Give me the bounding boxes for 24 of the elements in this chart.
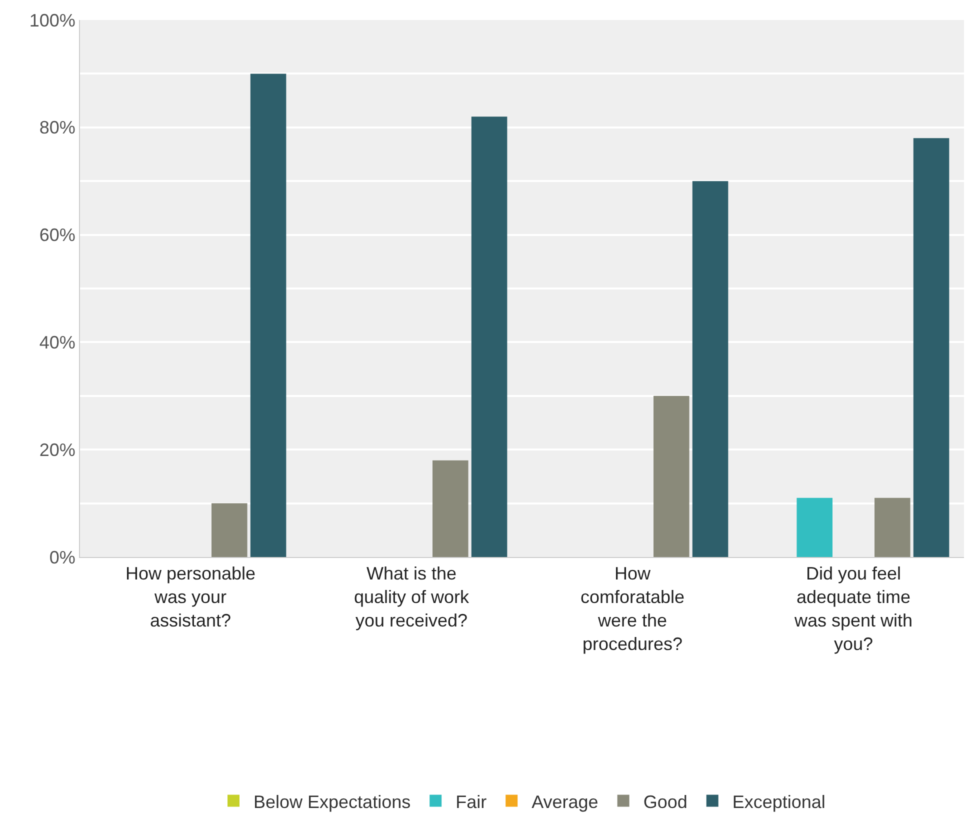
bar — [212, 503, 248, 557]
bar — [913, 138, 950, 557]
y-tick-label: 80% — [39, 118, 76, 138]
bar — [471, 116, 508, 557]
y-tick-label: 100% — [29, 10, 76, 30]
x-tick-label: Did you feel adequate time was spent with you? — [793, 564, 913, 654]
y-tick-label: 40% — [39, 332, 76, 352]
y-tick-label: 60% — [39, 225, 76, 246]
bar — [432, 460, 468, 557]
x-tick-label: What is the quality of work you received? — [354, 564, 470, 630]
legend-label: Average — [532, 792, 598, 812]
bar — [692, 181, 728, 557]
y-tick-label: 20% — [39, 440, 76, 460]
bar — [250, 74, 286, 557]
bar — [874, 498, 910, 557]
bar — [796, 498, 832, 557]
bar — [654, 396, 690, 557]
legend-label: Exceptional — [732, 792, 826, 812]
x-tick-label: How personable was your assistant? — [125, 564, 256, 630]
y-tick-label: 0% — [49, 547, 76, 568]
legend-label: Good — [643, 792, 688, 812]
legend-label: Below Expectations — [254, 792, 411, 812]
x-tick-label: How comforatable were the procedures? — [580, 564, 685, 654]
legend-label: Fair — [456, 792, 487, 812]
